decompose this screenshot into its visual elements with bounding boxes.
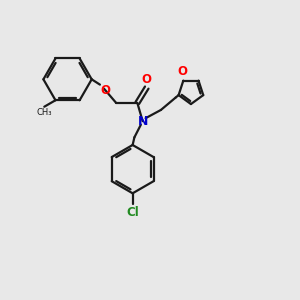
- Text: O: O: [142, 73, 152, 85]
- Text: CH₃: CH₃: [37, 108, 52, 117]
- Text: N: N: [137, 115, 148, 128]
- Text: Cl: Cl: [126, 206, 139, 219]
- Text: O: O: [178, 65, 188, 78]
- Text: O: O: [100, 84, 110, 97]
